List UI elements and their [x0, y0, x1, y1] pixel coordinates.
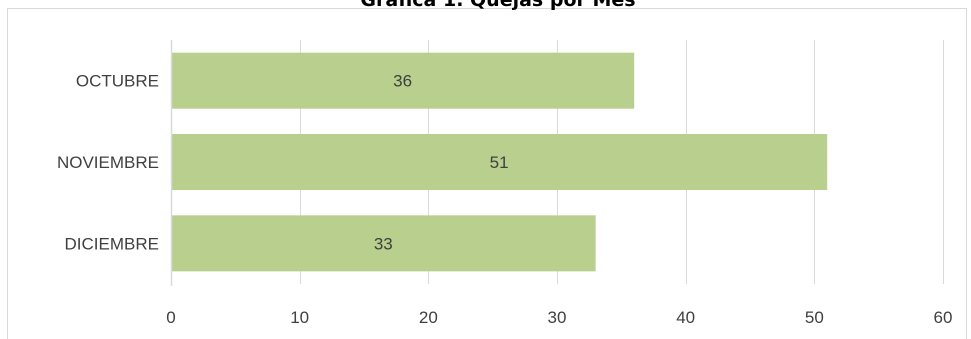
- bar-diciembre: [171, 215, 596, 272]
- data-label: 51: [490, 153, 509, 172]
- x-tick-label: 30: [548, 308, 567, 327]
- chart-border: [7, 8, 967, 339]
- x-tick-label: 20: [419, 308, 438, 327]
- category-label: DICIEMBRE: [65, 234, 159, 253]
- x-tick-label: 10: [290, 308, 309, 327]
- bar-noviembre: [171, 134, 828, 190]
- x-tick-label: 50: [805, 308, 824, 327]
- bars: [171, 52, 828, 272]
- x-tick-label: 60: [934, 308, 953, 327]
- labels: 0 10 20 30 40 50 60 OCTUBRE 36 NOVIEMBRE 51 DICIEMB…: [57, 72, 952, 327]
- data-label: 36: [393, 72, 412, 91]
- category-label: OCTUBRE: [76, 72, 159, 91]
- x-tick-label: 0: [166, 308, 175, 327]
- chart-title: Grafica 1. Quejas por Mes: [360, 0, 635, 11]
- x-tick-label: 40: [676, 308, 695, 327]
- category-label: NOVIEMBRE: [57, 153, 159, 172]
- data-label: 33: [374, 234, 393, 253]
- bar-octubre: [171, 52, 635, 109]
